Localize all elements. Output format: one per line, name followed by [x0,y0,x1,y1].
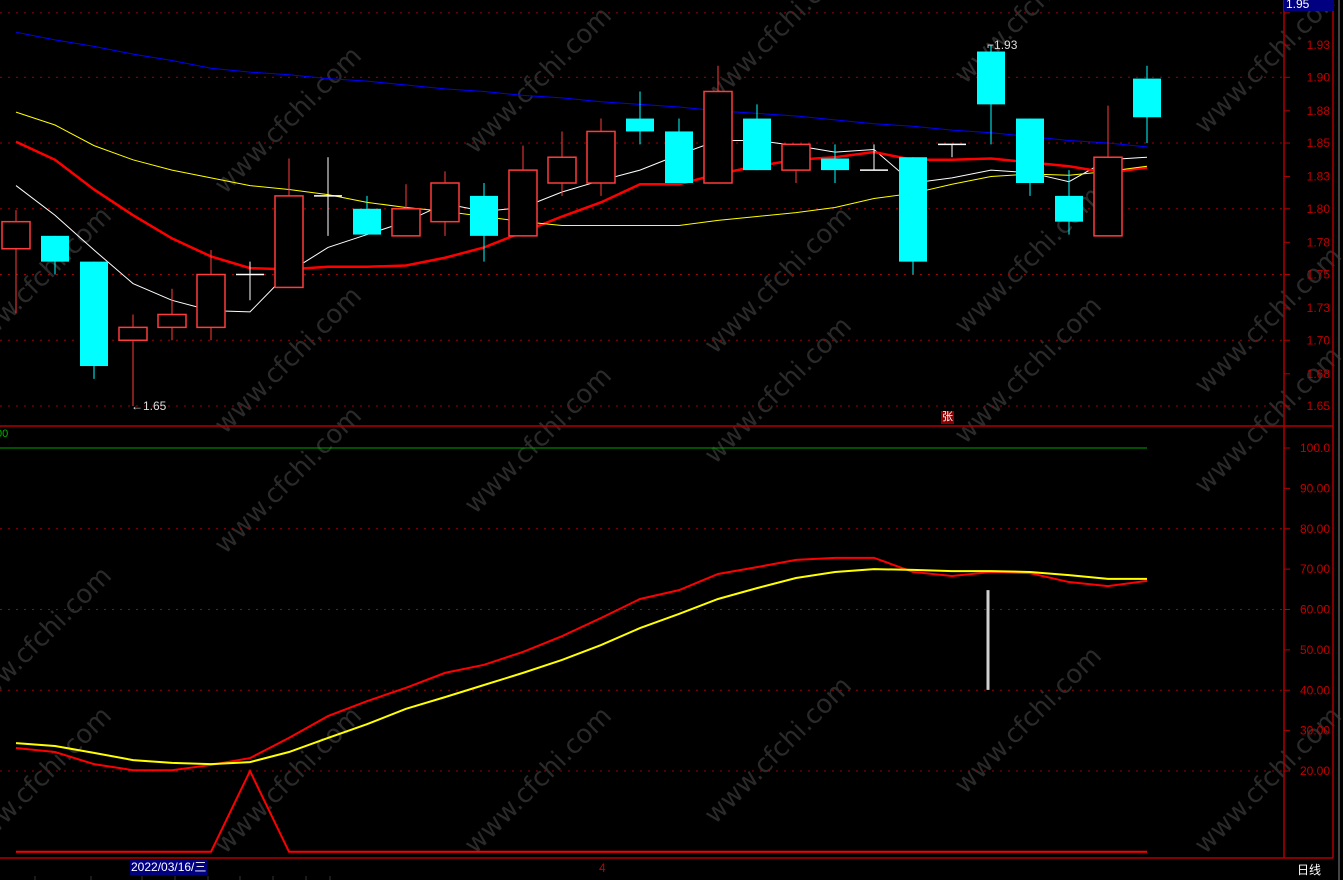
indicator-tick-label: 20.00 [1300,764,1330,778]
price-tick-label: 1.65 [1307,399,1331,413]
indicator-tick-label: 100.0 [1300,441,1330,455]
candle-down [743,118,771,171]
candle-up [1093,156,1123,237]
period-button[interactable]: 日线 [1297,863,1322,877]
candle-down [1133,78,1161,118]
candle-down [821,158,849,171]
indicator-tick-label: 50.00 [1300,643,1330,657]
price-tick-label: 1.88 [1307,104,1331,118]
price-tick-label: 1.70 [1307,333,1331,347]
price-tick-label: 1.85 [1307,136,1331,150]
price-tick-label: 1.90 [1307,70,1331,84]
indicator-line-1 [15,556,1148,772]
moving-average-line-4 [15,31,1148,148]
candle-down [977,51,1005,105]
candle-up [781,143,811,171]
indicator-tick-label: 30.00 [1300,724,1330,738]
candle-up [196,273,226,329]
candle-up [547,156,577,184]
candle-down [41,235,69,262]
candle-down [1016,118,1044,184]
low-price-value: 1.65 [143,399,167,413]
price-tick-label: 1.75 [1307,268,1331,282]
indicator-line-2 [15,568,1147,766]
candle-down [1055,195,1083,222]
indicator-label: 00 [0,428,9,440]
candle-down [470,195,498,236]
candle-up [586,130,616,184]
top-price-badge: 1.95 [1284,0,1334,11]
moving-average-line-1 [15,139,1148,313]
candle-up [703,90,733,184]
price-tick-label: 1.93 [1307,38,1331,52]
price-tick-label: 1.73 [1307,301,1331,315]
event-marker[interactable]: 张 [941,411,954,424]
low-price-marker: ←1.65 [131,399,167,413]
indicator-tick-label: 60.00 [1300,603,1330,617]
candle-up [1,220,31,250]
price-tick-label: 1.80 [1307,202,1331,216]
candle-up [508,169,538,237]
candle-down [353,208,381,235]
indicator-tick-label: 90.00 [1300,481,1330,495]
candle-down [665,131,693,184]
indicator-tick-label: 40.00 [1300,683,1330,697]
date-badge: 2022/03/16/三 [130,860,208,875]
indicator-tick-label: 70.00 [1300,562,1330,576]
high-price-value: 1.93 [994,38,1018,52]
price-tick-label: 1.78 [1307,235,1331,249]
candle-down [899,157,927,262]
candle-down [80,261,108,367]
high-price-marker: ⌐1.93 [987,38,1018,52]
candle-up [118,326,148,342]
indicator-tick-label: 80.00 [1300,522,1330,536]
candle-up [274,195,304,289]
price-tick-label: 1.68 [1307,367,1331,381]
moving-average-line-3 [15,111,1148,227]
candle-up [430,182,460,223]
candle-down [626,118,654,132]
moving-average-line-2 [15,140,1148,271]
candle-up [157,313,187,329]
month-marker: 4 [599,861,606,875]
price-tick-label: 1.83 [1307,170,1331,184]
indicator-line-3 [16,768,1147,853]
candle-up [391,208,421,237]
